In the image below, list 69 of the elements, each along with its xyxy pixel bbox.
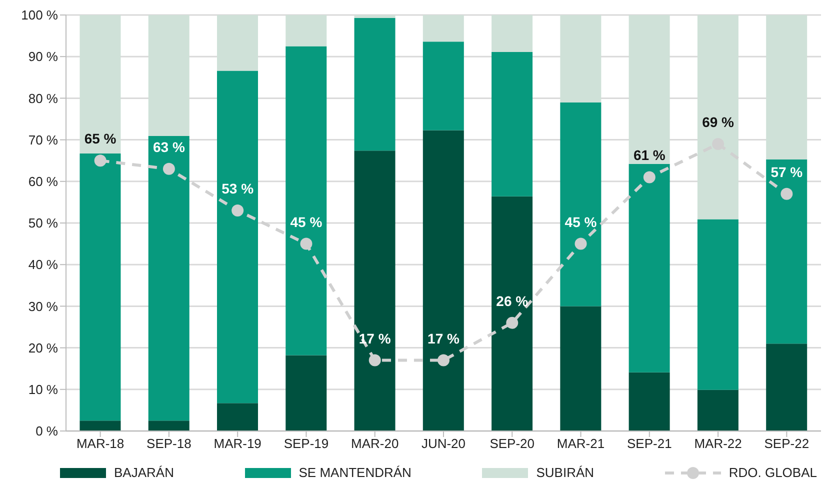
- x-tick-label: MAR-19: [214, 436, 262, 452]
- data-label: 17 %: [428, 330, 460, 346]
- x-tick-label: MAR-22: [694, 436, 742, 452]
- x-tick-label: SEP-21: [627, 436, 672, 452]
- data-label: 45 %: [564, 214, 598, 230]
- bar: [697, 219, 738, 390]
- bar: [217, 70, 258, 404]
- data-label: 61 %: [633, 147, 666, 164]
- point: [780, 188, 793, 200]
- y-tick-label: 20 %: [28, 340, 58, 356]
- bar: [422, 42, 464, 130]
- point: [574, 238, 587, 250]
- y-tick-label: 90 %: [28, 49, 58, 64]
- point: [643, 171, 656, 184]
- bar: [148, 136, 190, 421]
- y-tick-label: 100 %: [21, 8, 58, 23]
- x-tick-label: SEP-19: [284, 436, 329, 452]
- y-tick-label: 30 %: [28, 298, 58, 314]
- data-label: 45 %: [290, 214, 323, 230]
- legend-label: RDO. GLOBAL: [728, 465, 817, 480]
- y-tick-label: 10 %: [28, 382, 58, 398]
- bar: [286, 355, 327, 431]
- bar: [766, 344, 808, 431]
- data-label: 53 %: [222, 180, 254, 197]
- point: [162, 162, 175, 175]
- data-label: 63 %: [152, 138, 186, 155]
- x-tick-label: JUN-20: [421, 436, 466, 452]
- y-tick-label: 40 %: [28, 257, 58, 272]
- point: [94, 154, 106, 167]
- bar: [80, 154, 121, 421]
- bar: [354, 150, 396, 431]
- bar: [492, 52, 533, 196]
- x-tick-label: SEP-18: [146, 436, 192, 452]
- legend-label: BAJARÁN: [114, 465, 174, 480]
- bar: [560, 102, 602, 306]
- legend-label: SUBIRÁN: [536, 465, 594, 480]
- bar: [628, 164, 670, 372]
- x-tick-label: SEP-20: [490, 436, 535, 452]
- point: [506, 316, 518, 329]
- point: [232, 204, 244, 217]
- bar: [217, 403, 258, 431]
- data-label: 69 %: [702, 114, 735, 130]
- y-tick-label: 80 %: [28, 90, 58, 106]
- point: [300, 238, 312, 250]
- x-tick-label: MAR-20: [351, 436, 399, 452]
- bar: [354, 18, 396, 151]
- x-tick-label: MAR-18: [76, 436, 124, 452]
- bar: [148, 420, 190, 431]
- data-label: 57 %: [770, 164, 804, 180]
- bar: [766, 159, 808, 344]
- point: [368, 354, 381, 366]
- x-tick-label: SEP-22: [764, 436, 810, 452]
- data-label: 65 %: [84, 130, 117, 147]
- legend-label: SE MANTENDRÁN: [298, 465, 412, 480]
- bar: [697, 390, 738, 431]
- bar: [492, 196, 533, 431]
- data-label: 17 %: [358, 330, 392, 346]
- bar: [286, 46, 327, 356]
- data-label: 26 %: [496, 292, 529, 309]
- y-tick-label: 60 %: [28, 174, 58, 190]
- bar: [560, 306, 602, 431]
- point: [438, 354, 450, 366]
- y-tick-label: 0 %: [36, 424, 58, 439]
- x-tick-label: MAR-21: [556, 436, 605, 452]
- bar: [628, 372, 670, 431]
- bar: [422, 130, 464, 431]
- y-tick-label: 50 %: [28, 216, 58, 231]
- y-tick-label: 70 %: [28, 132, 58, 148]
- bar: [80, 420, 121, 431]
